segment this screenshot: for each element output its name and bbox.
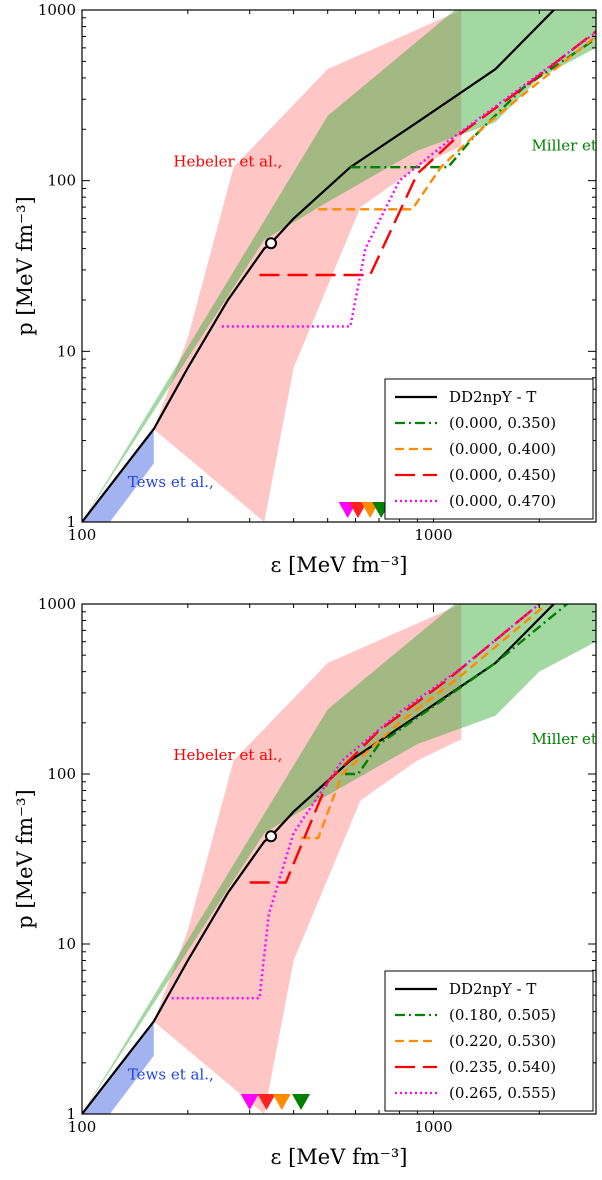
band-miller	[82, 604, 596, 1114]
marker-point	[265, 830, 278, 843]
series-line-3	[249, 604, 541, 884]
band-hebeler	[153, 604, 462, 1114]
series-line-1	[345, 604, 568, 776]
band-hebeler	[153, 10, 462, 522]
series-line-4	[171, 604, 541, 1000]
series-line-2	[301, 604, 548, 840]
y-axis-label: p [MeV fm⁻³]	[13, 789, 37, 928]
series-line-1	[350, 37, 596, 169]
legend-box	[384, 970, 594, 1112]
arrow-marker-1	[349, 502, 368, 518]
y-tick-label: 10	[57, 342, 76, 360]
y-axis-label: p [MeV fm⁻³]	[13, 196, 37, 335]
x-axis-label: ε [MeV fm⁻³]	[271, 1145, 408, 1169]
legend-label-0: DD2npY - T	[449, 388, 536, 406]
legend-label-1: (0.180, 0.505)	[449, 1006, 556, 1024]
legend-label-3: (0.235, 0.540)	[449, 1058, 556, 1076]
y-tick-label: 1	[66, 513, 76, 531]
annotation-0: Hebeler et al.,	[173, 153, 282, 171]
chart-panel-2: Hebeler et al., Miller et al., Tews et al.…	[13, 595, 602, 1169]
series-line-3	[259, 30, 596, 277]
chart-panel-1: Hebeler et al., Miller et al., Tews et al.…	[13, 1, 602, 577]
legend-label-4: (0.265, 0.555)	[449, 1084, 556, 1102]
plot-frame	[81, 9, 597, 523]
legend-label-2: (0.000, 0.400)	[449, 440, 556, 458]
legend: DD2npY - T (0.000, 0.350) (0.000, 0.400) (0…	[384, 378, 594, 520]
legend-label-0: DD2npY - T	[449, 980, 536, 998]
y-tick-label: 1000	[38, 1, 76, 19]
marker-point	[265, 237, 278, 250]
annotation-1: Miller et al.,	[531, 137, 602, 155]
arrow-marker-0	[240, 1094, 259, 1110]
legend: DD2npY - T (0.180, 0.505) (0.220, 0.530) (0…	[384, 970, 594, 1112]
band-miller	[82, 10, 596, 522]
legend-label-3: (0.000, 0.450)	[449, 466, 556, 484]
arrow-marker-1	[257, 1094, 276, 1110]
y-tick-label: 100	[47, 172, 76, 190]
legend-label-1: (0.000, 0.350)	[449, 414, 556, 432]
x-tick-label: 1000	[414, 1118, 452, 1136]
y-tick-label: 10	[57, 935, 76, 953]
series-line-2	[318, 35, 596, 211]
arrow-marker-3	[292, 1094, 311, 1110]
legend-label-4: (0.000, 0.470)	[449, 492, 556, 510]
plot-frame	[81, 603, 597, 1115]
y-tick-label: 1000	[38, 595, 76, 613]
x-axis-label: ε [MeV fm⁻³]	[271, 553, 408, 577]
annotation-0: Hebeler et al.,	[173, 746, 282, 764]
plot-area	[82, 604, 596, 1114]
annotation-1: Miller et al.,	[531, 730, 602, 748]
annotation-2: Tews et al.,	[128, 473, 214, 491]
y-tick-label: 100	[47, 765, 76, 783]
arrow-marker-2	[272, 1094, 291, 1110]
x-tick-label: 100	[68, 1118, 97, 1136]
legend-label-2: (0.220, 0.530)	[449, 1032, 556, 1050]
legend-box	[384, 378, 594, 520]
x-tick-label: 1000	[414, 526, 452, 544]
x-tick-label: 100	[68, 526, 97, 544]
y-tick-label: 1	[66, 1105, 76, 1123]
annotation-2: Tews et al.,	[128, 1065, 214, 1083]
